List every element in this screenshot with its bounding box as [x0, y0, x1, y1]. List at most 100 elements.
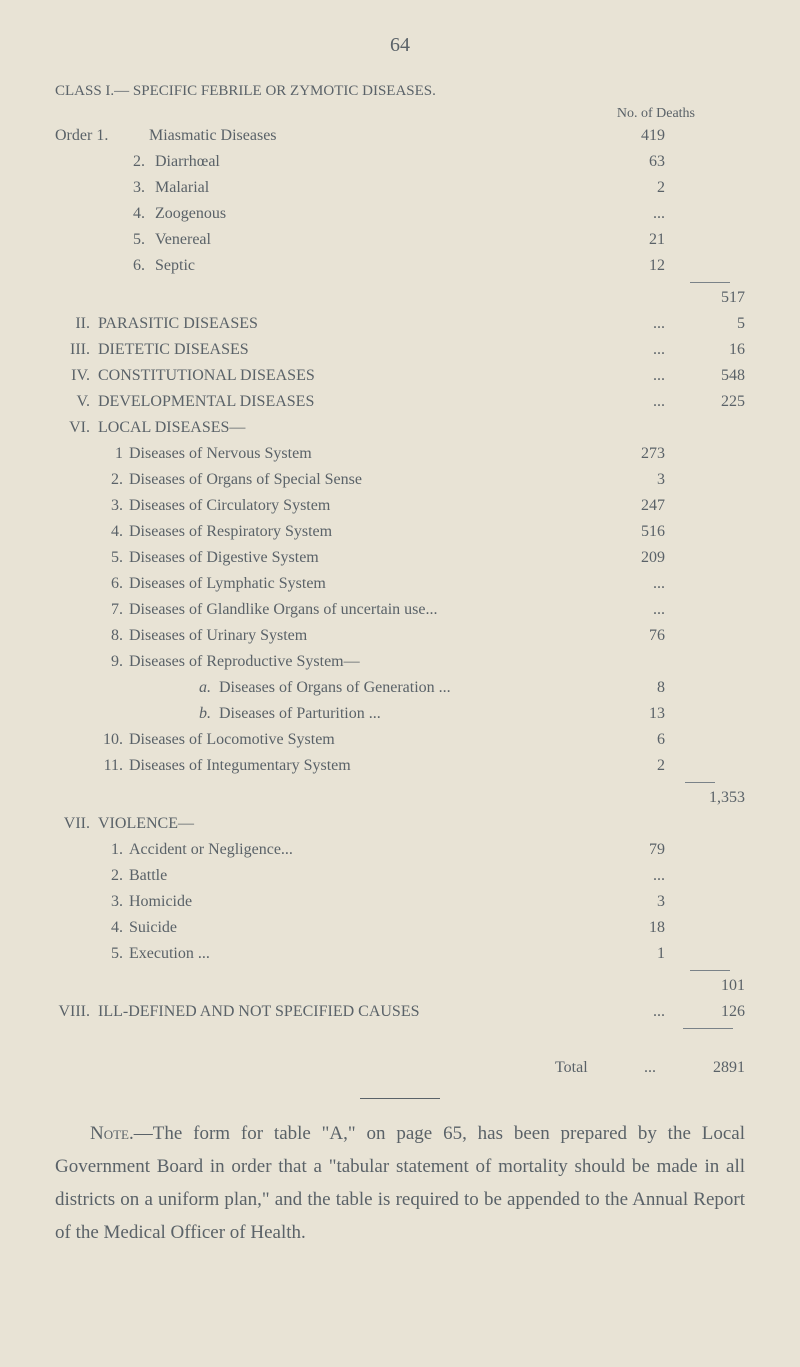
roman: VIII. — [55, 1000, 98, 1024]
local-item: 1 Diseases of Nervous System 273 — [55, 442, 745, 468]
roman: V. — [55, 390, 98, 414]
local-item: 2. Diseases of Organs of Special Sense 3 — [55, 468, 745, 494]
item-label: Zoogenous — [155, 202, 585, 226]
item-label: Venereal — [155, 228, 585, 252]
section-row: IV. CONSTITUTIONAL DISEASES ... 548 — [55, 364, 745, 390]
roman: VII. — [55, 812, 98, 836]
item-value: 209 — [585, 546, 665, 570]
section-label: CONSTITUTIONAL DISEASES — [98, 364, 585, 388]
section-row: II. PARASITIC DISEASES ... 5 — [55, 312, 745, 338]
item-label: Diseases of Reproductive System— — [129, 650, 585, 674]
item-value: 247 — [585, 494, 665, 518]
section-row: VIII. ILL-DEFINED AND NOT SPECIFIED CAUS… — [55, 1000, 745, 1026]
violence-item: 2. Battle ... — [55, 864, 745, 890]
subtotal-value: 517 — [665, 286, 745, 310]
section-row: V. DEVELOPMENTAL DISEASES ... 225 — [55, 390, 745, 416]
item-value: 1 — [585, 942, 665, 966]
item-label: Diseases of Parturition ... — [219, 702, 585, 726]
total-rule — [55, 1026, 745, 1052]
local-item: 8. Diseases of Urinary System 76 — [55, 624, 745, 650]
roman: IV. — [55, 364, 98, 388]
order-row: 3. Malarial 2 — [55, 176, 745, 202]
note-text: .—The form for table "A," on page 65, ha… — [55, 1123, 745, 1244]
order-row: 2. Diarrhœal 63 — [55, 150, 745, 176]
item-label: Diseases of Integumentary System — [129, 754, 585, 778]
item-value: 3 — [585, 890, 665, 914]
item-value: 12 — [585, 254, 665, 278]
section-header: VI. LOCAL DISEASES— — [55, 416, 745, 442]
item-label: Homicide — [129, 890, 585, 914]
subtotal-value: 1,353 — [665, 786, 745, 810]
item-label: Battle — [129, 864, 585, 888]
class-header: CLASS I.— SPECIFIC FEBRILE OR ZYMOTIC DI… — [55, 80, 745, 103]
local-item: 7. Diseases of Glandlike Organs of uncer… — [55, 598, 745, 624]
section-label: DEVELOPMENTAL DISEASES — [98, 390, 585, 414]
item-label: Diseases of Urinary System — [129, 624, 585, 648]
item-value: 21 — [585, 228, 665, 252]
item-value: ... — [585, 572, 665, 596]
item-value: ... — [585, 202, 665, 226]
order-row: 5. Venereal 21 — [55, 228, 745, 254]
item-label: Diseases of Glandlike Organs of uncertai… — [129, 598, 585, 622]
grand-total-row: Total ... 2891 — [55, 1056, 745, 1080]
item-value: ... — [585, 864, 665, 888]
item-value: 79 — [585, 838, 665, 862]
section-row: III. DIETETIC DISEASES ... 16 — [55, 338, 745, 364]
section-label: ILL-DEFINED AND NOT SPECIFIED CAUSES — [98, 1000, 585, 1024]
item-value: 63 — [585, 150, 665, 174]
order-row: Order 1. Miasmatic Diseases 419 — [55, 124, 745, 150]
local-item: 10. Diseases of Locomotive System 6 — [55, 728, 745, 754]
item-label: Diseases of Lymphatic System — [129, 572, 585, 596]
order-prefix: Order 1. — [55, 124, 149, 148]
section-value: 225 — [665, 390, 745, 414]
item-value: ... — [585, 598, 665, 622]
violence-item: 4. Suicide 18 — [55, 916, 745, 942]
item-label: Diseases of Organs of Special Sense — [129, 468, 585, 492]
item-label: Suicide — [129, 916, 585, 940]
page-container: 64 CLASS I.— SPECIFIC FEBRILE OR ZYMOTIC… — [0, 0, 800, 1280]
item-label: Diseases of Nervous System — [129, 442, 585, 466]
note-prefix: Note — [90, 1123, 129, 1144]
section-value: 548 — [665, 364, 745, 388]
subtotal-row: 517 — [55, 286, 745, 312]
page-number: 64 — [55, 30, 745, 60]
item-value: 13 — [585, 702, 665, 726]
section-value: 16 — [665, 338, 745, 362]
local-sub-item: b. Diseases of Parturition ... 13 — [55, 702, 745, 728]
item-value: 6 — [585, 728, 665, 752]
violence-item: 1. Accident or Negligence... 79 — [55, 838, 745, 864]
item-label: Diseases of Digestive System — [129, 546, 585, 570]
section-value: 126 — [665, 1000, 745, 1024]
local-item: 5. Diseases of Digestive System 209 — [55, 546, 745, 572]
local-sub-item: a. Diseases of Organs of Generation ... … — [55, 676, 745, 702]
local-item: 3. Diseases of Circulatory System 247 — [55, 494, 745, 520]
grand-total: 2891 — [665, 1056, 745, 1080]
item-label: Execution ... — [129, 942, 585, 966]
violence-item: 5. Execution ... 1 — [55, 942, 745, 968]
item-label: Diseases of Respiratory System — [129, 520, 585, 544]
section-value: 5 — [665, 312, 745, 336]
local-item: 6. Diseases of Lymphatic System ... — [55, 572, 745, 598]
item-label: Diseases of Locomotive System — [129, 728, 585, 752]
total-label: Total — [555, 1056, 635, 1080]
item-label: Diseases of Organs of Generation ... — [219, 676, 585, 700]
local-item: 11. Diseases of Integumentary System 2 — [55, 754, 745, 780]
item-label: Accident or Negligence... — [129, 838, 585, 862]
item-label: Malarial — [155, 176, 585, 200]
roman: II. — [55, 312, 98, 336]
item-label: Miasmatic Diseases — [149, 124, 585, 148]
item-value: 2 — [585, 176, 665, 200]
section-header: VII. VIOLENCE— — [55, 812, 745, 838]
item-value: 8 — [585, 676, 665, 700]
deaths-label: No. of Deaths — [55, 103, 745, 124]
local-item: 4. Diseases of Respiratory System 516 — [55, 520, 745, 546]
item-label: Septic — [155, 254, 585, 278]
order-row: 4. Zoogenous ... — [55, 202, 745, 228]
roman: III. — [55, 338, 98, 362]
subtotal-row: 101 — [55, 974, 745, 1000]
subtotal-value: 101 — [665, 974, 745, 998]
note-paragraph: Note.—The form for table "A," on page 65… — [55, 1117, 745, 1250]
item-value: 18 — [585, 916, 665, 940]
section-label: LOCAL DISEASES— — [98, 416, 585, 440]
section-label: VIOLENCE— — [98, 812, 585, 836]
